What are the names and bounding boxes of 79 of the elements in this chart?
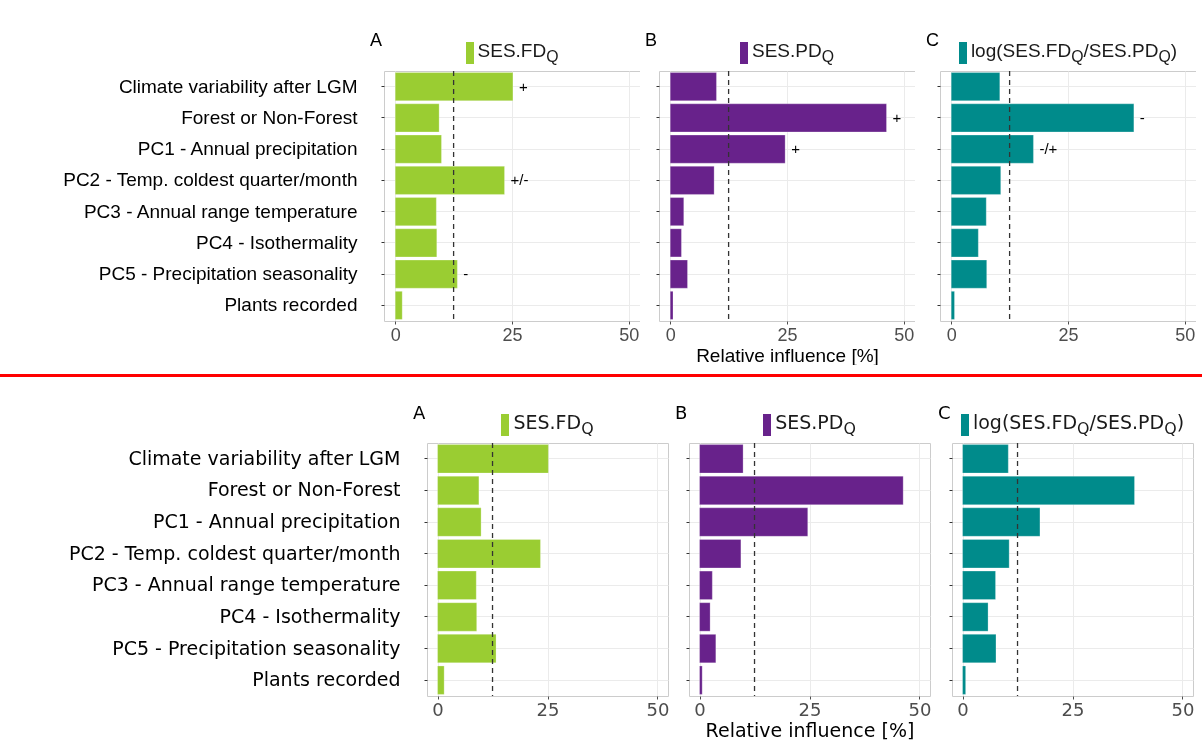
y-tick-label: Forest or Non-Forest — [181, 106, 359, 128]
chart-title: A — [413, 402, 426, 423]
y-tick-label: PC2 - Temp. coldest quarter/month — [68, 541, 401, 564]
legend-label: log(SES.FD$_{Q}$/SES.PD$_{Q}$) — [972, 411, 1185, 438]
annotation: - — [1139, 108, 1145, 126]
x-tick-label: 50 — [1171, 698, 1195, 720]
legend-label: log(SES.FD$_{Q}$/SES.PD$_{Q}$) — [970, 40, 1178, 66]
x-tick-label: 25 — [1058, 324, 1079, 345]
bar — [950, 166, 1001, 195]
bar — [394, 197, 437, 226]
y-tick-label: PC3 - Annual range temperature — [83, 200, 358, 222]
bar — [669, 166, 715, 195]
bar — [394, 291, 403, 320]
bar — [962, 602, 989, 632]
bar — [394, 166, 505, 195]
y-tick-label: PC2 - Temp. coldest quarter/month — [63, 169, 358, 191]
y-tick-label: PC3 - Annual range temperature — [91, 573, 401, 596]
y-tick-label: PC4 - Isothermality — [219, 604, 401, 627]
bar — [950, 197, 987, 226]
annotation: - — [463, 265, 469, 283]
y-tick-label: Climate variability after LGM — [118, 75, 358, 97]
x-tick-label: 0 — [432, 698, 444, 720]
bar — [962, 634, 997, 664]
annotation: + — [518, 77, 528, 95]
y-tick-label: Plants recorded — [252, 668, 401, 691]
y-tick-label: Plants recorded — [224, 294, 358, 316]
x-tick-label: 50 — [1175, 324, 1196, 345]
y-tick-label: PC5 - Precipitation seasonality — [112, 636, 401, 659]
y-tick-label: PC5 - Precipitation seasonality — [98, 263, 358, 285]
x-tick-label: 50 — [646, 698, 670, 720]
x-tick-label: 50 — [908, 698, 932, 720]
annotation: + — [892, 108, 902, 126]
y-tick-label: Forest or Non-Forest — [207, 478, 401, 501]
y-tick-label: PC1 - Annual precipitation — [152, 510, 401, 533]
legend-label: SES.FD$_{Q}$ — [477, 40, 559, 66]
bar — [962, 665, 966, 695]
bar — [437, 634, 497, 664]
bar — [437, 507, 482, 537]
x-tick-label: 0 — [694, 698, 706, 720]
x-tick-label: 0 — [665, 324, 676, 345]
chart-title: B — [675, 402, 688, 423]
x-tick-label: 0 — [390, 324, 401, 345]
bar — [699, 665, 703, 695]
legend-label: SES.FD$_{Q}$ — [513, 411, 594, 438]
x-tick-label: 50 — [894, 324, 915, 345]
annotation: -/+ — [1039, 140, 1058, 158]
legend-label: SES.PD$_{Q}$ — [775, 411, 856, 438]
legend-label: SES.PD$_{Q}$ — [751, 40, 834, 66]
bar — [437, 665, 445, 695]
bar — [437, 475, 480, 505]
y-tick-label: PC4 - Isothermality — [195, 231, 358, 253]
bar — [699, 602, 711, 632]
x-tick-label: 0 — [957, 698, 969, 720]
chart-title: C — [926, 30, 939, 51]
bar — [669, 197, 685, 226]
bar — [699, 475, 904, 505]
x-tick-label: 25 — [1061, 698, 1085, 720]
annotation: +/- — [510, 171, 529, 189]
y-tick-label: Climate variability after LGM — [128, 446, 401, 469]
bar — [950, 291, 955, 320]
x-tick-label: 25 — [536, 698, 560, 720]
bar — [437, 602, 477, 632]
x-tick-label: 50 — [619, 324, 640, 345]
x-tick-label: 25 — [798, 698, 822, 720]
y-tick-label: PC1 - Annual precipitation — [137, 138, 358, 160]
chart-title: C — [938, 402, 951, 423]
x-axis-title: Relative influence [%] — [696, 344, 879, 366]
x-tick-label: 25 — [777, 324, 798, 345]
bar — [962, 475, 1135, 505]
bar — [699, 507, 808, 537]
bar — [699, 634, 717, 664]
annotation: + — [791, 140, 801, 158]
chart-title: A — [370, 30, 383, 51]
x-tick-label: 0 — [946, 324, 957, 345]
bar — [669, 291, 674, 320]
bar — [962, 507, 1041, 537]
x-tick-label: 25 — [502, 324, 523, 345]
chart-title: B — [645, 30, 658, 51]
x-axis-title: Relative influence [%] — [705, 718, 915, 741]
